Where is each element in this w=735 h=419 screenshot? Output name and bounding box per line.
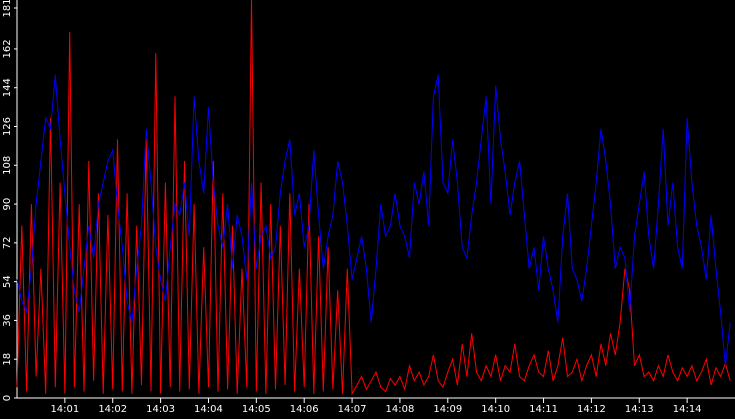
y-tick-label: 181: [2, 0, 13, 18]
x-tick-label: 14:12: [577, 404, 606, 415]
series-line: [16, 0, 731, 396]
x-tick-label: 14:01: [50, 404, 79, 415]
y-tick-label: 90: [2, 198, 13, 211]
y-tick-label: 144: [2, 78, 13, 97]
x-tick-label: 14:09: [433, 404, 462, 415]
x-tick-label: 14:08: [386, 404, 415, 415]
y-tick-label: 54: [2, 275, 13, 288]
x-tick-label: 14:03: [146, 404, 175, 415]
y-tick-label: 126: [2, 117, 13, 136]
x-tick-label: 14:05: [242, 404, 271, 415]
y-tick-label: 72: [2, 236, 13, 249]
series-line: [16, 74, 731, 366]
x-tick-label: 14:13: [625, 404, 654, 415]
x-tick-label: 14:11: [529, 404, 558, 415]
x-tick-label: 14:10: [481, 404, 510, 415]
x-tick-label: 14:07: [338, 404, 367, 415]
x-tick-label: 14:04: [194, 404, 223, 415]
y-tick-label: 36: [2, 314, 13, 327]
x-tick-label: 14:06: [290, 404, 319, 415]
x-tick-label: 14:02: [98, 404, 127, 415]
x-tick-label: 14:14: [673, 404, 702, 415]
y-tick-label: 18: [2, 353, 13, 366]
y-tick-label: 162: [2, 39, 13, 58]
y-tick-label: 108: [2, 156, 13, 175]
y-tick-label: 0: [2, 395, 13, 401]
